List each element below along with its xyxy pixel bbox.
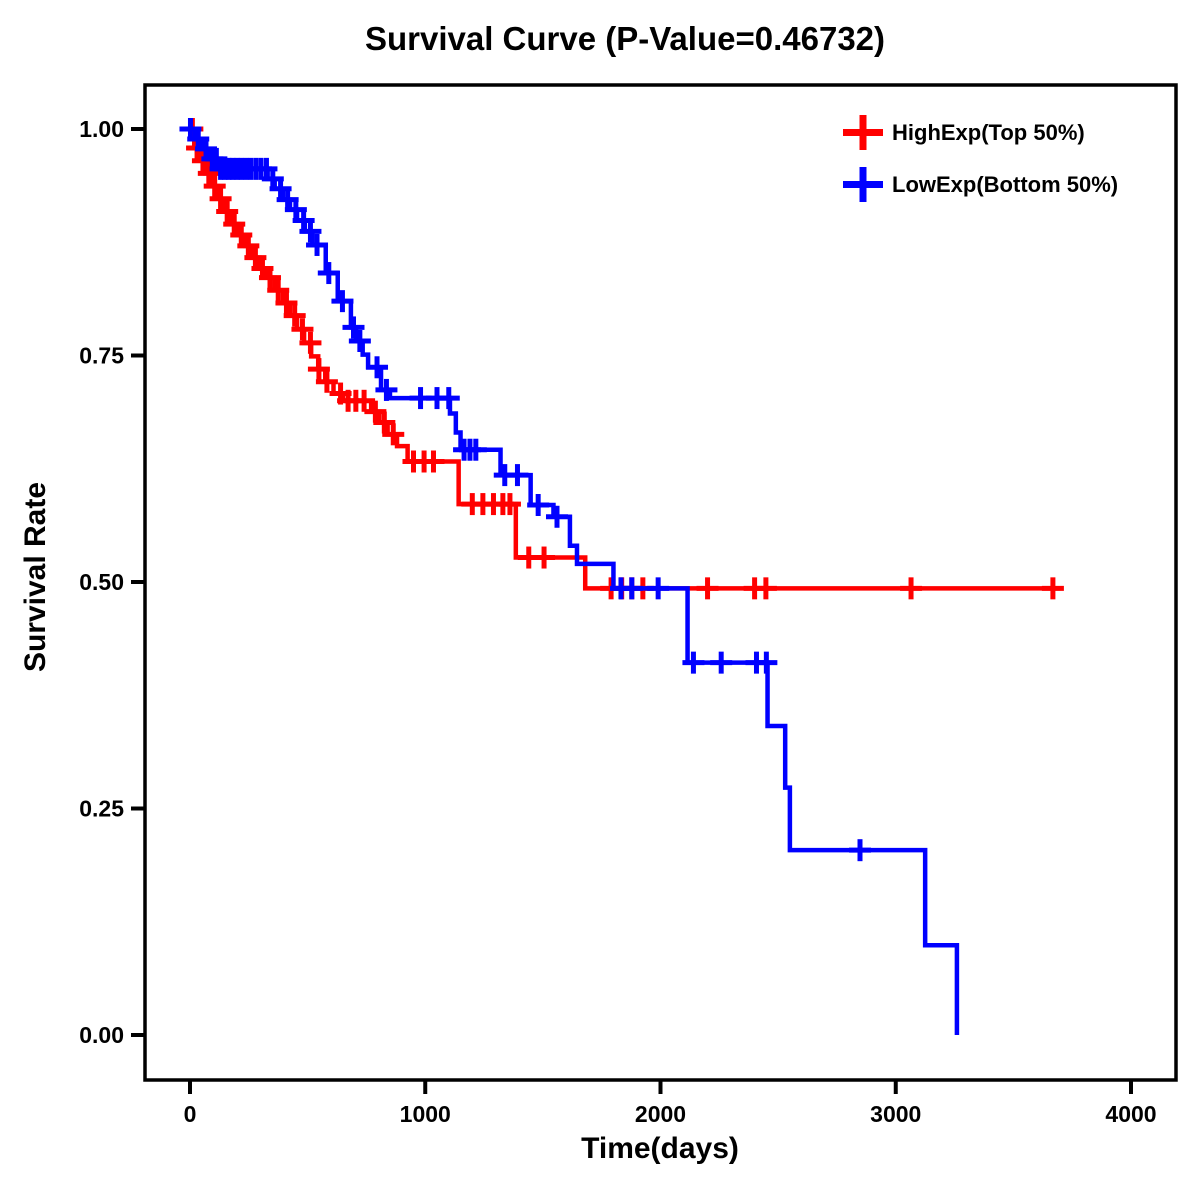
x-axis-tick-label: 4000 [1105, 1101, 1156, 1127]
chart-title: Survival Curve (P-Value=0.46732) [364, 20, 886, 57]
survival-curve-lowexp [190, 126, 960, 1035]
x-axis-tick-label: 3000 [870, 1101, 921, 1127]
y-axis-tick-label: 0.00 [79, 1022, 124, 1048]
y-axis-label: Survival Rate [19, 481, 52, 673]
y-axis-tick-label: 0.75 [79, 343, 124, 369]
y-axis-tick-label: 0.50 [79, 569, 124, 595]
x-axis-label: Time(days) [581, 1132, 739, 1165]
x-axis-tick-label: 0 [184, 1101, 197, 1127]
y-axis-tick-label: 1.00 [79, 116, 124, 142]
legend: HighExp(Top 50%) LowExp(Bottom 50%) [840, 111, 1118, 206]
y-axis-tick-label: 0.25 [79, 796, 124, 822]
x-axis-tick-label: 1000 [400, 1101, 451, 1127]
legend-item-highexp: HighExp(Top 50%) [840, 111, 1118, 154]
legend-label-lowexp: LowExp(Bottom 50%) [892, 171, 1119, 197]
legend-item-lowexp: LowExp(Bottom 50%) [840, 163, 1118, 206]
plus-icon [843, 115, 883, 150]
plus-icon [843, 167, 883, 202]
x-axis-tick-label: 2000 [635, 1101, 686, 1127]
legend-label-highexp: HighExp(Top 50%) [892, 119, 1085, 145]
